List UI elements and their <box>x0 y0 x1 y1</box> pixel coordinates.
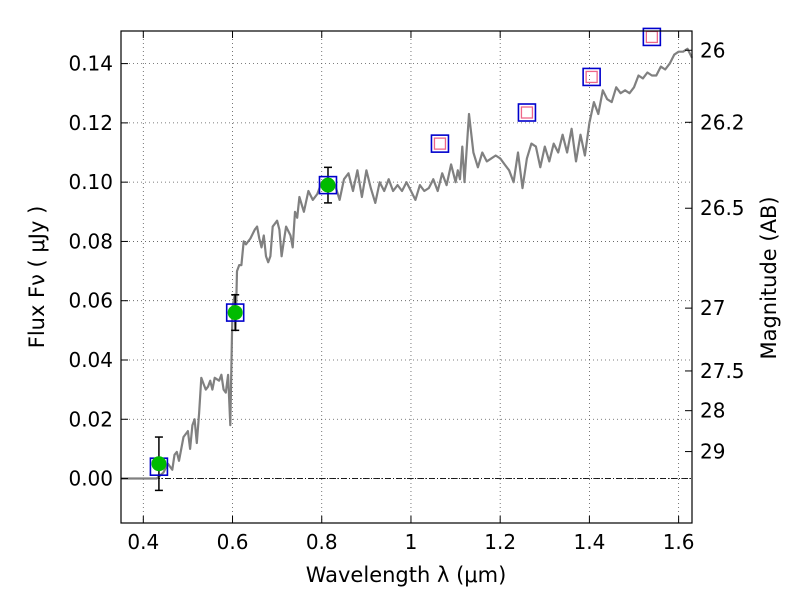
y2-axis-label: Magnitude (AB) <box>757 196 781 359</box>
y-tick-label: 0.14 <box>68 52 113 76</box>
model-band-marker <box>517 103 537 122</box>
grid-lines <box>121 31 692 523</box>
y2-tick-label: 26.2 <box>700 110 745 134</box>
y-tick-label: 0.08 <box>68 229 113 253</box>
y-tick-label: 0.00 <box>68 467 113 491</box>
axis-ticks: 0.4 0.6 0.8 1 1.2 1.4 1.6 0.00 0.02 0.04 0.06 0.08 0… <box>68 31 745 554</box>
model-band-marker <box>318 175 338 195</box>
plot-frame <box>120 30 693 524</box>
y-axis-label: Flux Fν ( μJy ) <box>25 206 49 349</box>
model-band-marker <box>642 27 662 47</box>
model-band-marker <box>430 134 450 153</box>
y2-tick-label: 27 <box>700 296 725 320</box>
predicted-band-marker <box>520 106 534 119</box>
model-band-marker <box>225 303 245 322</box>
y2-tick-label: 28 <box>700 399 725 423</box>
observed-point <box>151 456 167 472</box>
predicted-band-marker <box>433 137 447 150</box>
y-tick-label: 0.10 <box>68 170 113 194</box>
y-tick-label: 0.12 <box>68 111 113 135</box>
x-tick-label: 1.4 <box>573 530 605 554</box>
y2-tick-label: 27.5 <box>700 359 745 383</box>
model-spectrum-line <box>121 47 693 480</box>
x-tick-label: 1 <box>405 530 418 554</box>
x-axis-label: Wavelength λ (μm) <box>306 563 507 587</box>
observed-point <box>227 305 243 321</box>
y2-tick-label: 29 <box>700 440 725 464</box>
x-tick-label: 0.4 <box>127 530 159 554</box>
plot-series <box>121 27 693 492</box>
y-tick-label: 0.04 <box>68 348 113 372</box>
y2-tick-label: 26 <box>700 38 725 62</box>
x-tick-label: 0.8 <box>306 530 338 554</box>
y2-tick-label: 26.5 <box>700 196 745 220</box>
x-tick-label: 1.6 <box>663 530 695 554</box>
model-band-marker <box>582 67 601 87</box>
observed-point <box>320 177 336 193</box>
y-tick-label: 0.02 <box>68 407 113 431</box>
x-tick-label: 0.6 <box>217 530 249 554</box>
y-tick-label: 0.06 <box>68 289 113 313</box>
predicted-band-marker <box>585 70 598 84</box>
predicted-band-marker <box>645 30 659 44</box>
x-tick-label: 1.2 <box>484 530 516 554</box>
